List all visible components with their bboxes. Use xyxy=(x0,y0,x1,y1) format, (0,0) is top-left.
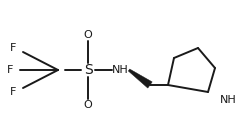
Text: S: S xyxy=(84,63,92,77)
Text: NH: NH xyxy=(112,65,128,75)
Text: F: F xyxy=(10,87,16,97)
Text: O: O xyxy=(84,30,92,40)
Text: NH: NH xyxy=(220,95,237,105)
Text: F: F xyxy=(10,43,16,53)
Text: F: F xyxy=(7,65,13,75)
Text: O: O xyxy=(84,100,92,110)
Polygon shape xyxy=(128,69,152,88)
